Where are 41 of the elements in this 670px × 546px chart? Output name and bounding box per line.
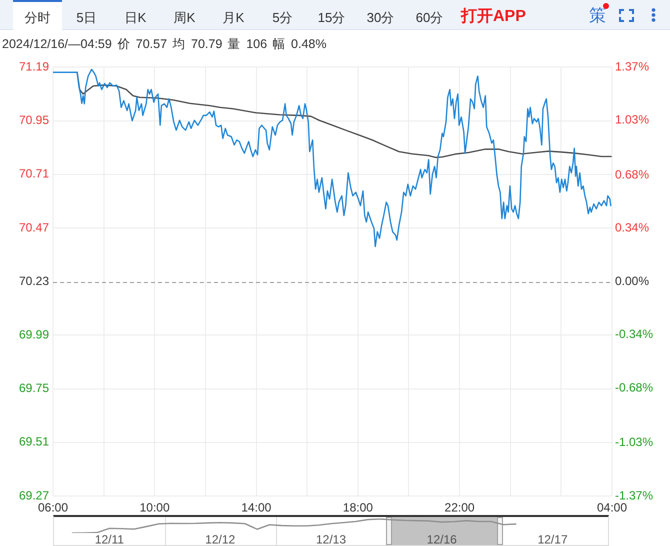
y2-tick-label: -0.68% xyxy=(615,380,654,394)
y-tick-label: 69.27 xyxy=(18,488,50,502)
text: 日K xyxy=(124,10,146,25)
y-tick-label: 70.23 xyxy=(18,274,50,288)
text: 周K xyxy=(174,10,196,25)
y-tick-label: 70.71 xyxy=(18,166,50,181)
text: 月K xyxy=(222,10,244,25)
x-tick-label: 14:00 xyxy=(241,500,272,515)
y-tick-label: 69.99 xyxy=(18,328,50,342)
text: 15分 xyxy=(318,10,346,25)
y2-tick-label: 0.00% xyxy=(615,274,650,288)
y-tick-label: 69.75 xyxy=(18,381,50,396)
chart-title: 2024/12/16/—04:59 价 70.57 均 70.79 量 106 幅 0.48% xyxy=(2,37,326,52)
x-tick-label: 12/12 xyxy=(205,532,236,546)
x-tick-label: 12/16 xyxy=(426,532,458,546)
x-tick-label: 06:00 xyxy=(38,500,68,515)
x-tick-label: 04:00 xyxy=(596,500,628,515)
text: 30分 xyxy=(366,10,394,25)
x-tick-label: 18:00 xyxy=(342,500,374,515)
y2-tick-label: 0.34% xyxy=(615,220,650,235)
y-tick-label: 71.19 xyxy=(18,60,50,74)
x-tick-label: 12/17 xyxy=(538,532,568,546)
text: 60分 xyxy=(416,10,444,25)
y2-tick-label: 1.37% xyxy=(615,60,650,74)
x-tick-label: 12/11 xyxy=(94,532,124,546)
y2-tick-label: -1.37% xyxy=(615,488,654,502)
text: 5分 xyxy=(272,10,293,25)
text: 策 xyxy=(589,6,606,26)
y-tick-label: 69.51 xyxy=(18,434,50,449)
y-tick-label: 70.95 xyxy=(18,113,50,128)
y-tick-label: 70.47 xyxy=(18,220,50,234)
x-tick-label: 22:00 xyxy=(444,500,475,515)
text: 分时 xyxy=(24,10,50,25)
x-tick-label: 12/13 xyxy=(316,532,346,546)
y2-tick-label: 0.68% xyxy=(615,167,650,182)
y2-tick-label: 1.03% xyxy=(615,112,650,127)
text: 5日 xyxy=(76,10,97,25)
y2-tick-label: -0.34% xyxy=(615,327,654,342)
x-tick-label: 10:00 xyxy=(140,500,170,515)
text: 打开APP xyxy=(461,8,526,26)
y2-tick-label: -1.03% xyxy=(615,435,654,450)
